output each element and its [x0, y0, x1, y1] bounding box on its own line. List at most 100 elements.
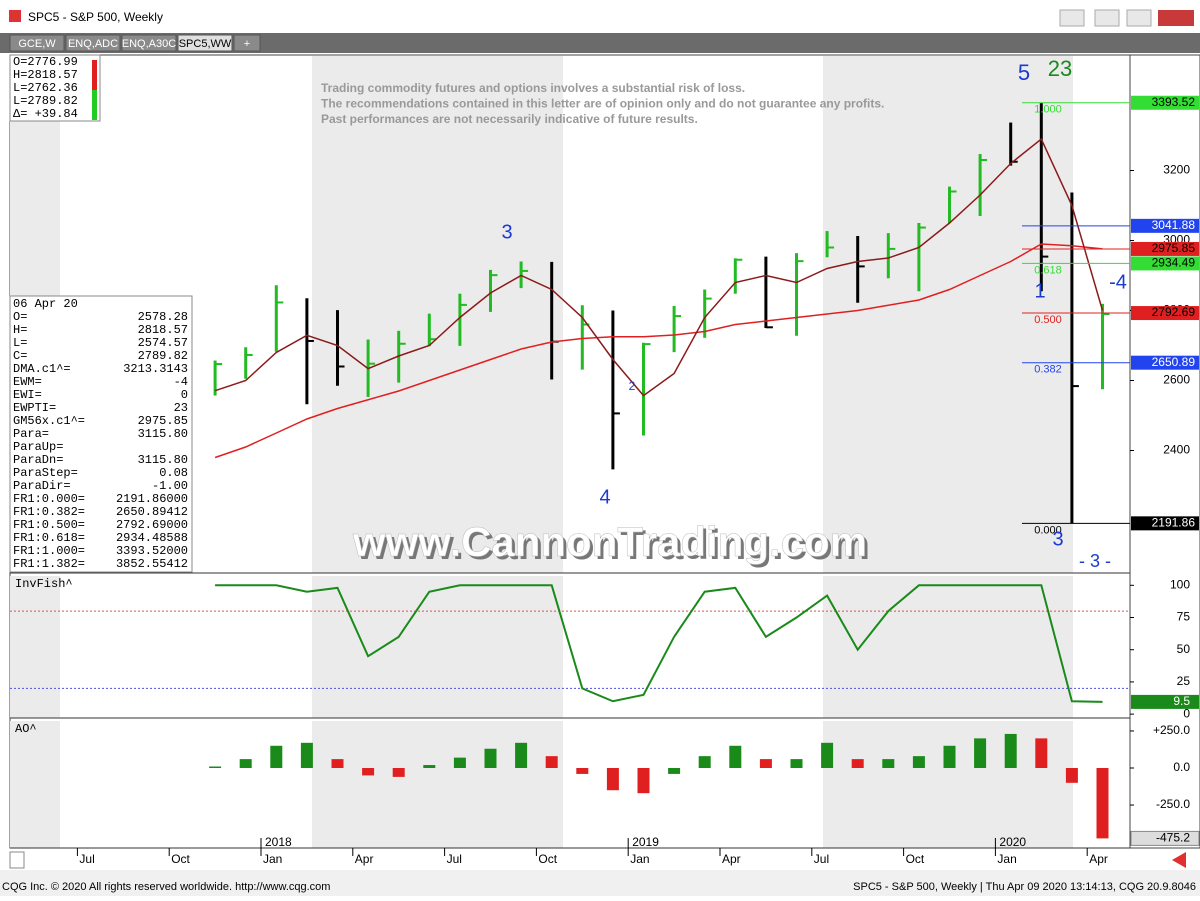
pin-button[interactable] [1059, 9, 1085, 27]
footer-left: CQG Inc. © 2020 All rights reserved worl… [2, 881, 330, 893]
wave-count: 23 [1048, 56, 1072, 81]
info-label: EWM= [13, 375, 42, 389]
y-tick-label: 0.0 [1173, 760, 1190, 774]
period-shade [823, 56, 1073, 573]
moving-average [214, 137, 1104, 397]
scroll-box[interactable] [9, 851, 25, 869]
ao-bar [239, 759, 252, 768]
ao-bar [882, 759, 895, 768]
info-label: FR1:0.618= [13, 531, 85, 545]
info-value: 3852.55412 [116, 557, 188, 571]
x-tick-label: Oct [538, 852, 557, 866]
disclaimer: Trading commodity futures and options in… [321, 81, 745, 95]
ao-bar [484, 748, 497, 768]
ao-bar [392, 768, 405, 777]
app-icon [9, 10, 21, 22]
price-box [1131, 516, 1199, 531]
x-tick-label: Jan [997, 852, 1016, 866]
x-tick-label: Jul [79, 852, 94, 866]
watermark-shadow: www.CannonTrading.com [355, 521, 870, 568]
maximize-button[interactable] [1126, 9, 1152, 27]
fib-ratio: 0.618 [1034, 264, 1062, 276]
ao-bar [362, 768, 375, 776]
period-shade [312, 721, 563, 848]
fib-ratio: 0.382 [1034, 364, 1062, 376]
period-shade [312, 56, 563, 573]
tab-label[interactable]: + [244, 38, 250, 50]
quote-line: H=2818.57 [13, 68, 78, 82]
tab-label[interactable]: ENQ,A30C [122, 38, 176, 50]
price-box-label: 2975.85 [1152, 241, 1196, 255]
price-box-label: 2792.69 [1152, 305, 1196, 319]
info-label: EWPTI= [13, 401, 56, 415]
window-buttons[interactable] [1059, 9, 1194, 27]
tab[interactable] [65, 34, 121, 52]
info-label: O= [13, 310, 27, 324]
quote-line: L=2789.82 [13, 94, 78, 108]
info-label: Para= [13, 427, 49, 441]
ao-bar [300, 742, 313, 768]
info-label: FR1:1.000= [13, 544, 85, 558]
year-label: 2018 [265, 835, 292, 849]
ao-bar [1035, 738, 1048, 768]
panel-title: InvFish^ [15, 577, 73, 591]
info-value: 2792.69000 [116, 518, 188, 532]
tab[interactable] [9, 34, 65, 52]
watermark: www.CannonTrading.com [352, 518, 867, 565]
x-tick-label: Jan [263, 852, 282, 866]
info-label: FR1:0.382= [13, 505, 85, 519]
ao-bar [943, 745, 956, 768]
info-label: L= [13, 336, 27, 350]
price-box [1131, 256, 1199, 271]
ao-bar [668, 768, 681, 774]
info-label: ParaDir= [13, 479, 71, 493]
y-tick-label: 50 [1177, 642, 1191, 656]
period-shade [823, 721, 1073, 848]
info-value: 2934.48588 [116, 531, 188, 545]
x-tick-label: Jul [447, 852, 462, 866]
tab[interactable] [233, 34, 261, 52]
info-date: 06 Apr 20 [13, 297, 78, 311]
info-label: FR1:1.382= [13, 557, 85, 571]
quote-line: L=2762.36 [13, 81, 78, 95]
tab-label[interactable]: ENQ,ADC [68, 38, 118, 50]
year-label: 2020 [999, 835, 1026, 849]
tab-bar [0, 33, 1200, 53]
tab[interactable] [121, 34, 177, 52]
minimize-button[interactable] [1094, 9, 1120, 27]
disclaimer: Past performances are not necessarily in… [321, 112, 698, 126]
y-tick-label: 0 [1183, 706, 1190, 720]
panel-title: AO^ [15, 722, 37, 736]
close-button[interactable] [1158, 10, 1194, 26]
price-box-label: 2650.89 [1152, 355, 1196, 369]
ao-bar [453, 757, 466, 768]
tab-label[interactable]: SPC5,WW [179, 38, 232, 50]
status-bar [0, 870, 1200, 896]
disclaimer: The recommendations contained in this le… [321, 97, 884, 111]
info-value: 2975.85 [138, 414, 188, 428]
ao-bar [912, 756, 925, 768]
tab[interactable] [177, 34, 233, 52]
right-axis [1129, 54, 1200, 849]
info-label: DMA.c1^= [13, 362, 71, 376]
last-value-box [1131, 694, 1199, 709]
info-value: 23 [174, 401, 188, 415]
info-value: 3393.52000 [116, 544, 188, 558]
y-tick-label: 75 [1177, 610, 1191, 624]
price-box [1131, 95, 1199, 110]
tab-label[interactable]: GCE,W [18, 38, 56, 50]
info-value: 2191.86000 [116, 492, 188, 506]
info-value: -4 [174, 375, 188, 389]
ao-bar [576, 768, 589, 774]
info-label: ParaDn= [13, 453, 63, 467]
price-box [1131, 241, 1199, 256]
ao-bar [423, 765, 436, 768]
x-tick-label: Oct [906, 852, 925, 866]
y-tick-label: 2600 [1163, 373, 1190, 387]
info-value: 3115.80 [138, 427, 188, 441]
info-label: FR1:0.500= [13, 518, 85, 532]
price-box [1131, 306, 1199, 321]
info-value: -1.00 [152, 479, 188, 493]
scroll-arrow[interactable] [1172, 852, 1186, 868]
